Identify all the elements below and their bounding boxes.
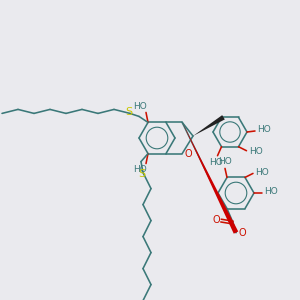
Text: HO: HO (264, 188, 278, 196)
Text: HO: HO (249, 147, 262, 156)
Text: O: O (184, 148, 192, 159)
Text: HO: HO (257, 125, 271, 134)
Polygon shape (193, 115, 225, 136)
Text: HO: HO (255, 168, 269, 177)
Text: HO: HO (208, 158, 222, 167)
Polygon shape (182, 122, 238, 234)
Text: O: O (238, 228, 246, 238)
Text: HO: HO (133, 102, 147, 111)
Text: S: S (138, 169, 146, 178)
Text: HO: HO (218, 157, 232, 166)
Text: O: O (212, 214, 220, 225)
Text: HO: HO (133, 165, 147, 174)
Text: S: S (125, 107, 133, 117)
